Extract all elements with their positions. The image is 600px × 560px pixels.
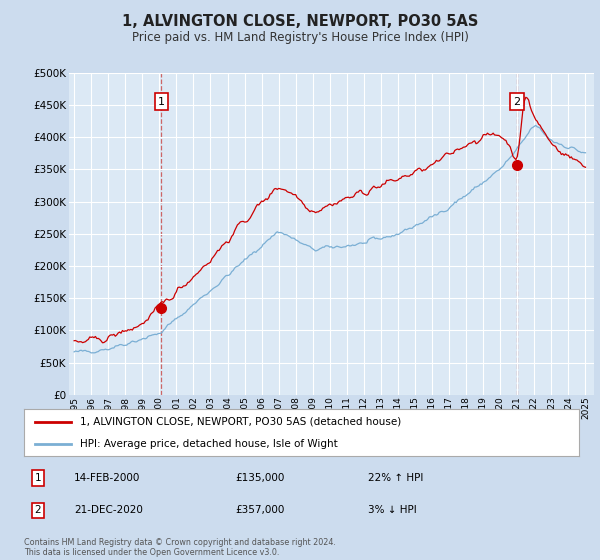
Text: 1, ALVINGTON CLOSE, NEWPORT, PO30 5AS: 1, ALVINGTON CLOSE, NEWPORT, PO30 5AS [122, 14, 478, 29]
Text: 14-FEB-2000: 14-FEB-2000 [74, 473, 140, 483]
Text: 1: 1 [35, 473, 41, 483]
Text: £135,000: £135,000 [235, 473, 284, 483]
Text: 2: 2 [35, 505, 41, 515]
Text: Contains HM Land Registry data © Crown copyright and database right 2024.
This d: Contains HM Land Registry data © Crown c… [24, 538, 336, 557]
Text: Price paid vs. HM Land Registry's House Price Index (HPI): Price paid vs. HM Land Registry's House … [131, 31, 469, 44]
Text: 21-DEC-2020: 21-DEC-2020 [74, 505, 143, 515]
Text: 3% ↓ HPI: 3% ↓ HPI [368, 505, 417, 515]
Text: 1: 1 [158, 97, 165, 107]
Text: 1, ALVINGTON CLOSE, NEWPORT, PO30 5AS (detached house): 1, ALVINGTON CLOSE, NEWPORT, PO30 5AS (d… [79, 417, 401, 427]
Text: £357,000: £357,000 [235, 505, 284, 515]
Text: 22% ↑ HPI: 22% ↑ HPI [368, 473, 424, 483]
Text: HPI: Average price, detached house, Isle of Wight: HPI: Average price, detached house, Isle… [79, 438, 337, 449]
Text: 2: 2 [513, 97, 520, 107]
